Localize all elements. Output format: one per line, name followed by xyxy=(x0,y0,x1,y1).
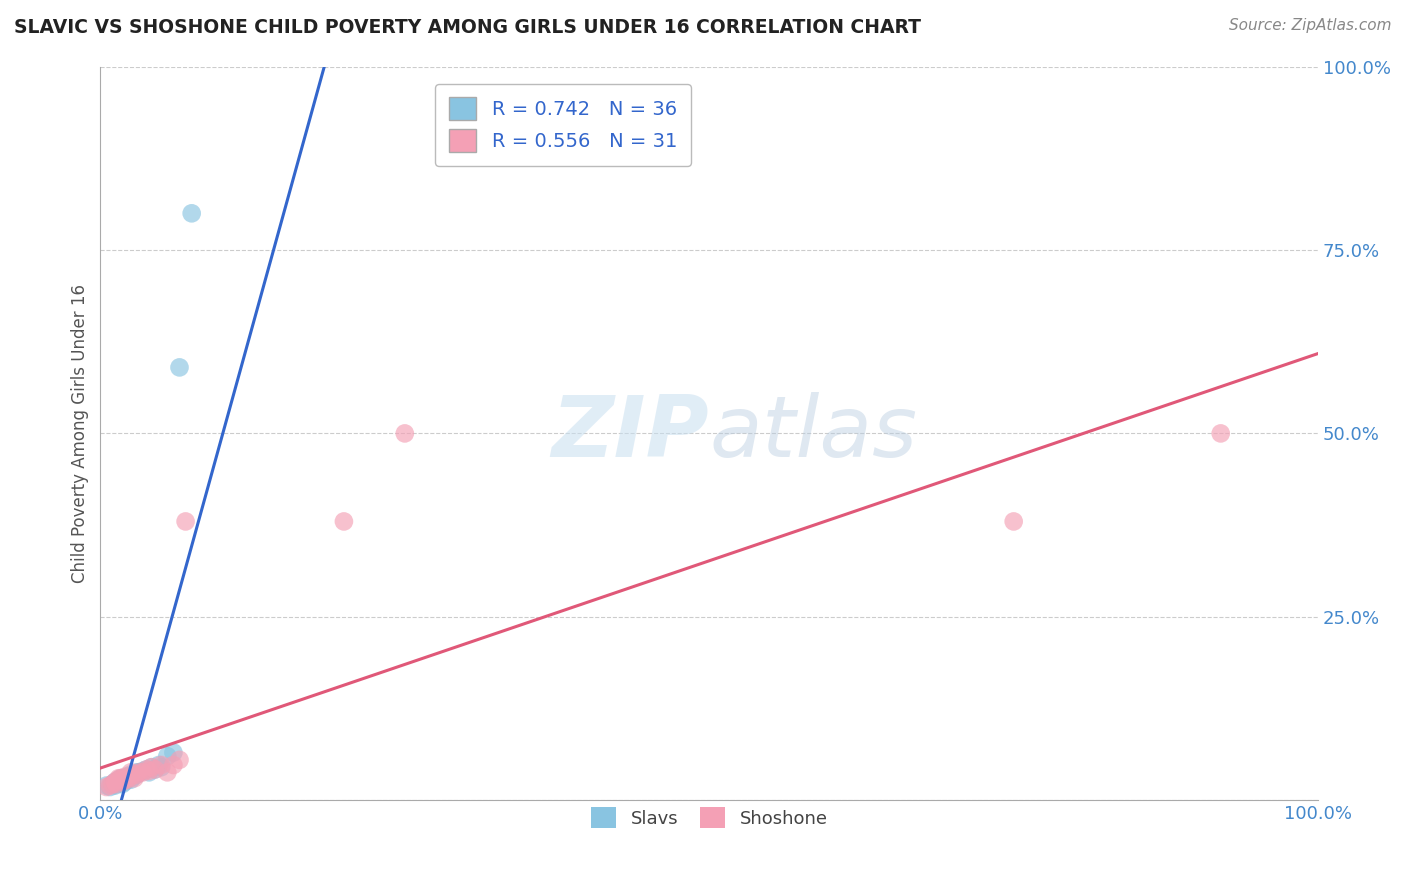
Point xyxy=(150,760,173,774)
Point xyxy=(122,770,145,784)
Text: Source: ZipAtlas.com: Source: ZipAtlas.com xyxy=(1229,18,1392,33)
Text: atlas: atlas xyxy=(709,392,917,475)
Point xyxy=(96,779,118,793)
Point xyxy=(120,765,142,780)
Point xyxy=(135,763,157,777)
Point xyxy=(180,206,202,220)
Point xyxy=(124,771,146,785)
Point xyxy=(105,777,128,791)
Point xyxy=(110,771,132,785)
Point xyxy=(111,777,134,791)
Point xyxy=(1002,515,1025,529)
Point xyxy=(125,765,148,780)
Point xyxy=(138,764,160,778)
Point xyxy=(98,780,121,794)
Point xyxy=(120,770,142,784)
Point xyxy=(162,758,184,772)
Point xyxy=(125,767,148,781)
Point xyxy=(162,746,184,760)
Point xyxy=(174,515,197,529)
Point xyxy=(128,765,150,780)
Point xyxy=(101,777,124,791)
Point xyxy=(107,771,129,785)
Point xyxy=(138,765,160,780)
Point xyxy=(120,767,142,781)
Point xyxy=(124,767,146,781)
Point xyxy=(128,765,150,780)
Point xyxy=(114,775,136,789)
Point xyxy=(143,763,166,777)
Point xyxy=(169,753,191,767)
Point xyxy=(104,779,127,793)
Point xyxy=(143,763,166,777)
Point xyxy=(394,426,416,441)
Point xyxy=(107,772,129,787)
Point xyxy=(125,767,148,781)
Point xyxy=(132,764,155,778)
Point xyxy=(120,772,142,787)
Point xyxy=(141,760,163,774)
Point xyxy=(107,772,129,787)
Point xyxy=(104,775,127,789)
Point xyxy=(333,515,356,529)
Point xyxy=(110,771,132,785)
Text: SLAVIC VS SHOSHONE CHILD POVERTY AMONG GIRLS UNDER 16 CORRELATION CHART: SLAVIC VS SHOSHONE CHILD POVERTY AMONG G… xyxy=(14,18,921,37)
Point xyxy=(132,765,155,780)
Point xyxy=(115,772,138,787)
Point xyxy=(96,780,118,794)
Point xyxy=(108,775,131,789)
Point xyxy=(148,758,170,772)
Point xyxy=(111,775,134,789)
Point xyxy=(114,772,136,787)
Point xyxy=(150,758,173,772)
Point xyxy=(1209,426,1232,441)
Point xyxy=(115,770,138,784)
Point xyxy=(156,765,179,780)
Point xyxy=(115,772,138,787)
Point xyxy=(101,777,124,791)
Point xyxy=(111,772,134,787)
Y-axis label: Child Poverty Among Girls Under 16: Child Poverty Among Girls Under 16 xyxy=(72,284,89,582)
Point xyxy=(118,770,141,784)
Point xyxy=(156,749,179,764)
Point xyxy=(141,760,163,774)
Point xyxy=(105,777,128,791)
Text: ZIP: ZIP xyxy=(551,392,709,475)
Point xyxy=(107,775,129,789)
Point xyxy=(104,775,127,789)
Point xyxy=(114,771,136,785)
Point xyxy=(98,779,121,793)
Point xyxy=(117,771,139,785)
Point xyxy=(169,360,191,375)
Legend: Slavs, Shoshone: Slavs, Shoshone xyxy=(583,800,835,835)
Point xyxy=(114,770,136,784)
Point xyxy=(135,763,157,777)
